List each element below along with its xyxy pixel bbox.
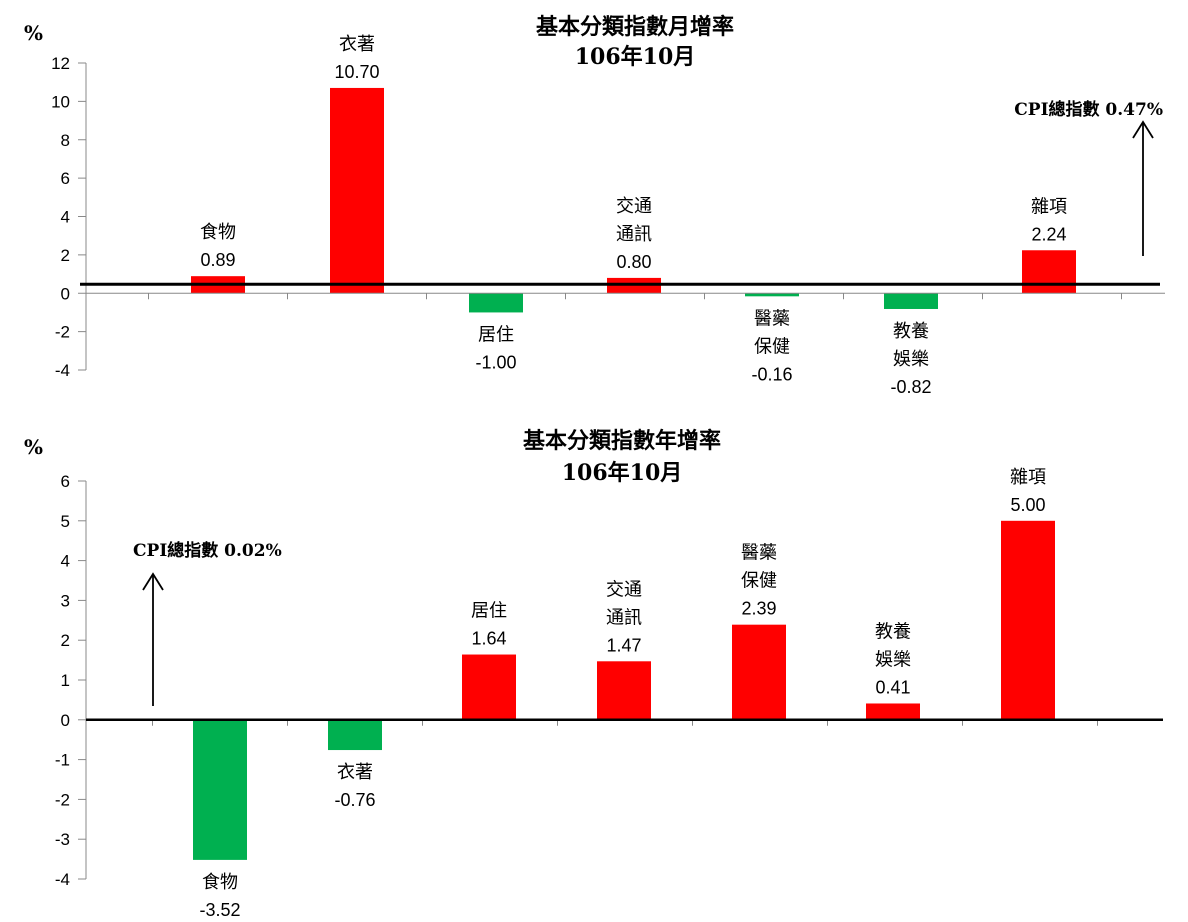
chart2-bar (462, 654, 516, 720)
chart2-y-tick-label: 4 (61, 552, 70, 571)
chart2-data-label: 5.00 (1010, 495, 1045, 515)
chart1-category-label: 娛樂 (893, 349, 929, 370)
chart2-category-label: 衣著 (337, 762, 373, 783)
chart1-data-label: 2.24 (1031, 224, 1066, 244)
chart2-y-tick-label: -2 (55, 790, 70, 809)
chart2-y-unit: % (24, 435, 43, 459)
chart1-category-label: 衣著 (339, 34, 375, 55)
chart1-category-label: 通訊 (616, 224, 652, 245)
chart1-category-label: 醫藥 (754, 308, 790, 329)
chart1-data-label: 10.70 (334, 62, 379, 82)
chart1-y-tick-label: 0 (61, 284, 70, 303)
chart1-y-tick-label: 2 (61, 246, 70, 265)
chart2-y-tick-label: 1 (61, 671, 70, 690)
chart1-y-tick-label: 12 (51, 54, 70, 73)
chart2-bar (1001, 520, 1055, 720)
chart2-subtitle: 106年10月 (562, 460, 683, 486)
chart1-y-unit: % (24, 21, 43, 45)
chart1-data-label: 0.89 (200, 250, 235, 270)
chart1-category-label: 教養 (893, 321, 929, 342)
chart2-bar (328, 719, 382, 751)
chart1-bar (884, 293, 938, 309)
chart1-y-tick-label: 6 (61, 169, 70, 188)
chart2-title: 基本分類指數年增率 (523, 428, 721, 454)
chart2-bar (732, 624, 786, 720)
chart1-data-label: 0.80 (616, 252, 651, 272)
chart2-data-label: 1.47 (606, 635, 641, 655)
chart1-y-tick-label: -4 (55, 361, 70, 380)
chart2-bar (597, 661, 651, 720)
chart1-category-label: 食物 (200, 222, 236, 243)
chart1-y-tick-label: 10 (51, 92, 70, 111)
chart1-cpi-label: CPI總指數 0.47% (1014, 99, 1163, 120)
chart1-category-label: 交通 (616, 196, 652, 217)
chart2-cpi-label: CPI總指數 0.02% (133, 540, 282, 561)
chart2-data-label: 1.64 (471, 629, 506, 649)
chart1-data-label: -0.16 (751, 364, 792, 384)
chart2-arrow-head (142, 572, 164, 591)
chart1-bar (1022, 250, 1076, 294)
chart1-y-tick-label: 4 (61, 208, 70, 227)
chart2-category-label: 保健 (741, 571, 777, 592)
chart2-y-tick-label: -1 (55, 751, 70, 770)
chart2-data-label: -3.52 (199, 900, 240, 920)
chart2-data-label: 2.39 (741, 599, 776, 619)
chart1-y-tick-label: -2 (55, 323, 70, 342)
chart2-y-tick-label: -4 (55, 870, 70, 889)
chart2-y-tick-label: 2 (61, 631, 70, 650)
chart2-y-tick-label: 3 (61, 591, 70, 610)
chart2-category-label: 居住 (471, 601, 507, 622)
chart2-category-label: 通訊 (606, 607, 642, 628)
chart2-category-label: 交通 (606, 579, 642, 600)
chart1-bar (469, 293, 523, 313)
chart1-data-label: -1.00 (475, 352, 516, 372)
chart2-y-tick-label: -3 (55, 830, 70, 849)
chart2-category-label: 娛樂 (875, 649, 911, 670)
chart1-arrow-head (1132, 120, 1154, 139)
chart2-category-label: 食物 (202, 872, 238, 893)
chart2-y-tick-label: 0 (61, 711, 70, 730)
chart2-category-label: 醫藥 (741, 543, 777, 564)
chart1-category-label: 雜項 (1031, 196, 1067, 217)
chart1-subtitle: 106年10月 (575, 44, 696, 70)
chart1-bar (745, 293, 799, 297)
chart2-data-label: -0.76 (334, 790, 375, 810)
chart2-category-label: 教養 (875, 621, 911, 642)
chart1-data-label: -0.82 (890, 377, 931, 397)
chart1-title: 基本分類指數月增率 (536, 14, 734, 40)
chart1-category-label: 保健 (754, 336, 790, 357)
chart1-category-label: 居住 (478, 324, 514, 345)
chart2-category-label: 雜項 (1010, 467, 1046, 488)
chart1-bar (330, 87, 384, 294)
chart2-bar (193, 719, 247, 860)
chart2-bar (866, 703, 920, 720)
chart2-y-tick-label: 5 (61, 512, 70, 531)
chart1-y-tick-label: 8 (61, 131, 70, 150)
chart2-data-label: 0.41 (875, 677, 910, 697)
chart2-y-tick-label: 6 (61, 472, 70, 491)
